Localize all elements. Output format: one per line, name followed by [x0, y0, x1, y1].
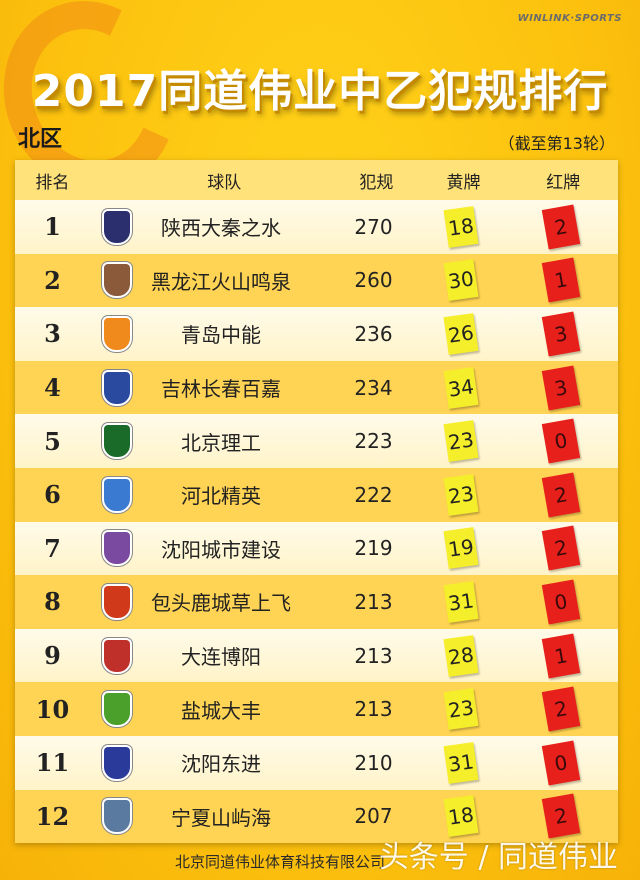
fouls: 210	[354, 750, 393, 775]
red-card: 1	[541, 257, 581, 303]
fouls: 213	[354, 697, 393, 722]
team-name: 吉林长春百嘉	[161, 377, 281, 402]
rank: 10	[35, 694, 70, 724]
red-card: 2	[541, 525, 581, 571]
fouls: 213	[354, 643, 393, 668]
rank: 5	[44, 426, 61, 456]
rank: 11	[35, 748, 70, 778]
team-name: 沈阳城市建设	[161, 537, 281, 562]
yellow-card: 18	[443, 795, 479, 838]
team-logo-icon	[102, 369, 132, 406]
yellow-card: 34	[443, 366, 479, 409]
rank: 4	[44, 373, 61, 403]
table-header: 排名 球队 犯规 黄牌 红牌	[15, 160, 618, 200]
header-red: 红牌	[546, 172, 581, 193]
rank: 8	[44, 587, 61, 617]
table-row: 3 青岛中能 236 26 3	[15, 307, 618, 361]
team-logo-icon	[102, 476, 132, 513]
red-card: 0	[541, 579, 581, 625]
team-name: 盐城大丰	[181, 698, 261, 723]
fouls: 270	[354, 214, 393, 239]
team-name: 沈阳东进	[181, 752, 261, 777]
table-row: 6 河北精英 222 23 2	[15, 467, 618, 522]
rank: 9	[44, 641, 61, 671]
team-logo-icon	[102, 423, 132, 460]
rank: 12	[35, 801, 70, 831]
yellow-card: 30	[443, 259, 479, 302]
fouls: 234	[354, 375, 393, 400]
yellow-card: 31	[443, 581, 479, 623]
team-logo-icon	[102, 315, 132, 352]
table-row: 1 陕西大秦之水 270 18 2	[15, 200, 618, 254]
as-of-label: （截至第13轮）	[498, 134, 615, 153]
team-name: 河北精英	[181, 484, 261, 509]
yellow-card: 23	[443, 688, 479, 731]
red-card: 0	[541, 418, 581, 464]
table-row: 4 吉林长春百嘉 234 34 3	[15, 360, 618, 415]
rank: 7	[44, 533, 61, 563]
region-label: 北区	[18, 127, 63, 152]
red-card: 3	[541, 311, 581, 357]
team-name: 大连博阳	[181, 645, 261, 670]
team-name: 青岛中能	[181, 323, 261, 348]
fouls: 236	[354, 321, 393, 346]
team-logo-icon	[102, 798, 132, 835]
team-logo-icon	[102, 583, 132, 620]
table-row: 2 黑龙江火山鸣泉 260 30 1	[15, 253, 618, 308]
team-logo-icon	[102, 530, 132, 567]
team-logo-icon	[102, 691, 132, 728]
red-card: 2	[541, 686, 581, 732]
brand-logo: WINLINK·SPORTS	[517, 13, 622, 24]
rank: 1	[44, 212, 61, 242]
yellow-card: 28	[443, 634, 479, 677]
table-row: 5 北京理工 223 23 0	[15, 414, 618, 468]
fouls: 213	[354, 589, 393, 614]
red-card: 2	[541, 204, 581, 250]
fouls: 222	[354, 482, 393, 507]
team-name: 北京理工	[181, 430, 261, 455]
table-row: 10 盐城大丰 213 23 2	[15, 682, 618, 736]
table-row: 9 大连博阳 213 28 1	[15, 628, 618, 683]
red-card: 3	[541, 365, 581, 411]
fouls: 260	[354, 268, 393, 293]
fouls: 219	[354, 536, 393, 561]
team-logo-icon	[102, 208, 132, 245]
yellow-card: 31	[443, 741, 479, 784]
team-logo-icon	[102, 637, 132, 674]
red-card: 2	[541, 472, 581, 518]
footer-company: 北京同道伟业体育科技有限公司	[175, 853, 386, 871]
header-fouls: 犯规	[359, 172, 394, 193]
rank: 3	[44, 319, 61, 349]
watermark: 头条号 / 同道伟业	[378, 840, 618, 875]
team-logo-icon	[102, 262, 132, 299]
yellow-card: 26	[443, 313, 479, 355]
header-yellow: 黄牌	[446, 172, 481, 193]
rank: 6	[44, 480, 61, 510]
table-row: 11 沈阳东进 210 31 0	[15, 735, 618, 790]
team-name: 包头鹿城草上飞	[151, 591, 291, 616]
team-name: 黑龙江火山鸣泉	[151, 269, 291, 294]
red-card: 0	[541, 740, 581, 786]
team-logo-icon	[102, 744, 132, 781]
table-row: 12 宁夏山屿海 207 18 2	[15, 789, 618, 844]
fouls: 207	[354, 804, 393, 829]
team-name: 宁夏山屿海	[171, 805, 271, 830]
fouls: 223	[354, 429, 393, 454]
red-card: 1	[541, 633, 581, 679]
header-team: 球队	[207, 172, 242, 193]
yellow-card: 19	[443, 527, 479, 570]
yellow-card: 23	[443, 420, 479, 463]
rank: 2	[44, 265, 61, 295]
page-title: 2017同道伟业中乙犯规排行	[31, 66, 609, 117]
header-rank: 排名	[35, 172, 70, 193]
table-row: 7 沈阳城市建设 219 19 2	[15, 521, 618, 576]
yellow-card: 18	[443, 205, 479, 248]
table-row: 8 包头鹿城草上飞 213 31 0	[15, 575, 618, 629]
team-name: 陕西大秦之水	[161, 216, 281, 241]
yellow-card: 23	[443, 473, 479, 516]
